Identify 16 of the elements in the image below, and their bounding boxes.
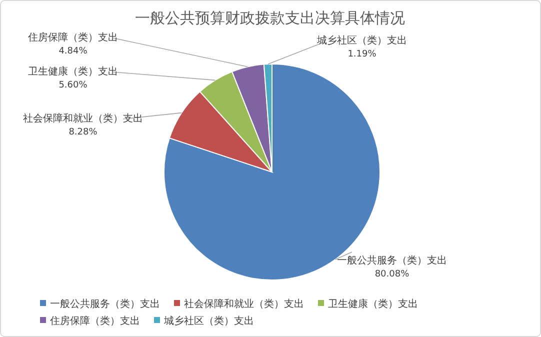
data-label: 1.19%: [348, 50, 377, 60]
slice-label: 城乡社区（类）支出: [316, 34, 407, 46]
legend-label: 城乡社区（类）支出: [163, 315, 254, 327]
slice-label: 卫生健康（类）支出: [28, 66, 118, 78]
legend-label: 住房保障（类）支出: [50, 315, 140, 327]
slice-label: 社会保障和就业（类）支出: [23, 112, 143, 124]
legend-label: 社会保障和就业（类）支出: [184, 298, 304, 310]
data-label: 80.08%: [374, 270, 410, 280]
data-label: 8.28%: [68, 128, 98, 138]
legend-label: 卫生健康（类）支出: [328, 298, 418, 310]
slice-label: 一般公共服务（类）支出: [337, 254, 447, 266]
data-label: 4.84%: [58, 46, 88, 56]
slice-label: 住房保障（类）支出: [28, 32, 118, 44]
data-label: 5.60%: [58, 80, 88, 90]
chart-title: 一般公共预算财政拨款支出决算具体情况: [135, 9, 405, 27]
legend-label: 一般公共服务（类）支出: [50, 298, 160, 310]
